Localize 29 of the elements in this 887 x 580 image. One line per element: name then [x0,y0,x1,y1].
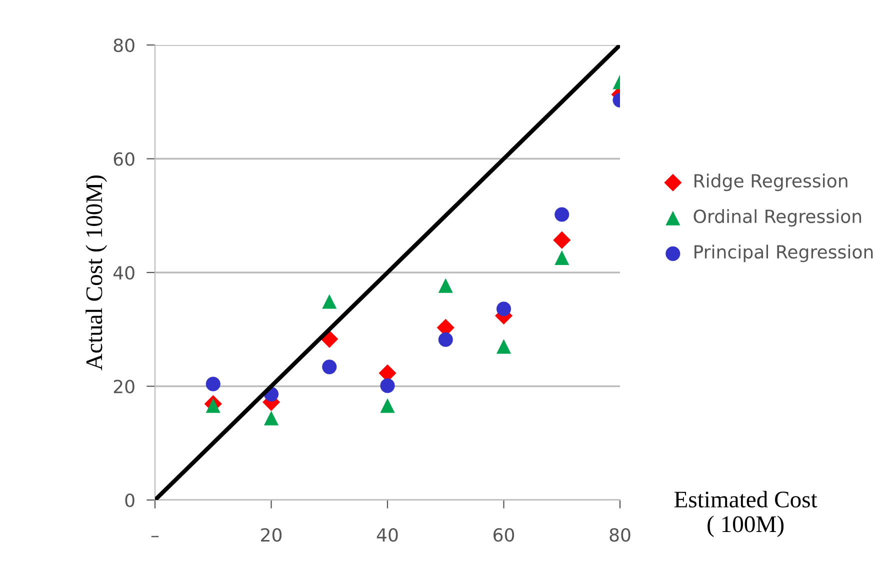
point [380,398,395,413]
point [264,410,279,426]
legend-label: Ridge Regression [694,174,848,192]
point [380,378,395,393]
point [554,250,570,265]
x-axis-title: Estimated Cost ( 100M) [674,490,818,537]
y-tick-label: 40 [113,266,134,280]
point [553,231,571,249]
legend-label: Ordinal Regression [694,209,862,227]
point [322,360,337,374]
point [496,302,512,316]
x-tick-label: 40 [376,528,398,542]
point [206,398,220,413]
y-tick-label: 60 [114,152,134,166]
y-tick-label: 80 [114,38,134,52]
x-tick-label: – [151,536,159,538]
point [496,339,512,354]
y-tick-label: 0 [125,493,134,508]
y-axis-title: Actual Cost ( 100M) [86,176,108,370]
legend-label: Principal Regression [694,244,873,262]
point [438,332,453,347]
point [554,207,570,222]
x-tick-label: 80 [610,528,630,542]
point [206,376,220,392]
point [322,294,337,309]
x-tick-label: 20 [261,528,282,542]
x-tick-label: 60 [494,528,514,542]
point [438,278,453,293]
y-tick-label: 20 [114,380,134,394]
